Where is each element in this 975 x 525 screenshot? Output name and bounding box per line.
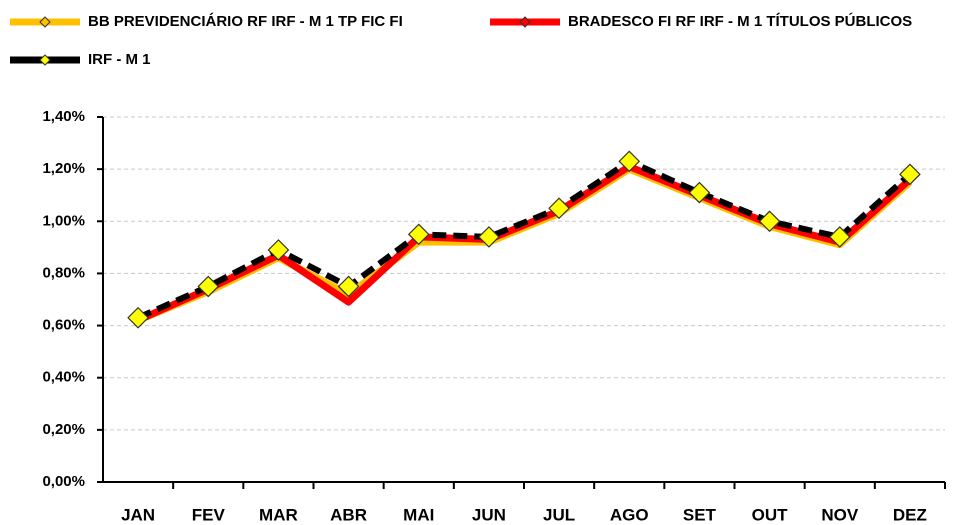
series-line <box>136 165 913 324</box>
data-marker <box>478 226 500 248</box>
data-marker <box>267 239 290 261</box>
x-tick-label: JUL <box>543 505 575 524</box>
legend-marker <box>519 16 531 28</box>
data-marker <box>337 275 360 298</box>
x-tick-label: JAN <box>121 505 155 524</box>
data-marker <box>758 210 781 233</box>
x-tick-label: MAR <box>259 505 298 524</box>
data-marker <box>828 226 851 248</box>
data-marker <box>618 150 641 173</box>
data-marker <box>548 197 570 220</box>
x-tick-label: ABR <box>330 505 367 524</box>
legend-label: BB PREVIDENCIÁRIO RF IRF - M 1 TP FIC FI <box>88 13 403 30</box>
series-line <box>136 163 913 324</box>
legend-marker <box>39 16 51 28</box>
data-marker <box>899 163 921 186</box>
data-marker <box>197 275 220 298</box>
y-tick-label: 0,80% <box>42 264 85 281</box>
y-tick-label: 1,20% <box>42 160 85 177</box>
x-tick-label: NOV <box>821 505 859 524</box>
data-marker <box>407 223 430 246</box>
x-tick-label: OUT <box>752 505 789 524</box>
x-tick-label: AGO <box>610 505 649 524</box>
y-tick-label: 1,00% <box>42 212 85 229</box>
data-marker <box>688 181 711 204</box>
data-marker <box>127 306 149 329</box>
x-tick-label: SET <box>683 505 717 524</box>
series-line <box>136 158 912 321</box>
legend-label: IRF - M 1 <box>88 51 151 68</box>
x-tick-label: DEZ <box>893 505 927 524</box>
y-tick-label: 0,60% <box>42 317 85 334</box>
y-tick-label: 0,00% <box>42 473 85 490</box>
legend-marker <box>39 54 51 66</box>
legend-label: BRADESCO FI RF IRF - M 1 TÍTULOS PÚBLICO… <box>568 12 912 30</box>
x-tick-label: JUN <box>472 505 506 524</box>
y-tick-label: 1,40% <box>42 108 85 125</box>
y-tick-label: 0,20% <box>42 421 85 438</box>
x-tick-label: FEV <box>192 505 226 524</box>
x-tick-label: MAI <box>403 505 434 524</box>
y-tick-label: 0,40% <box>42 369 85 386</box>
